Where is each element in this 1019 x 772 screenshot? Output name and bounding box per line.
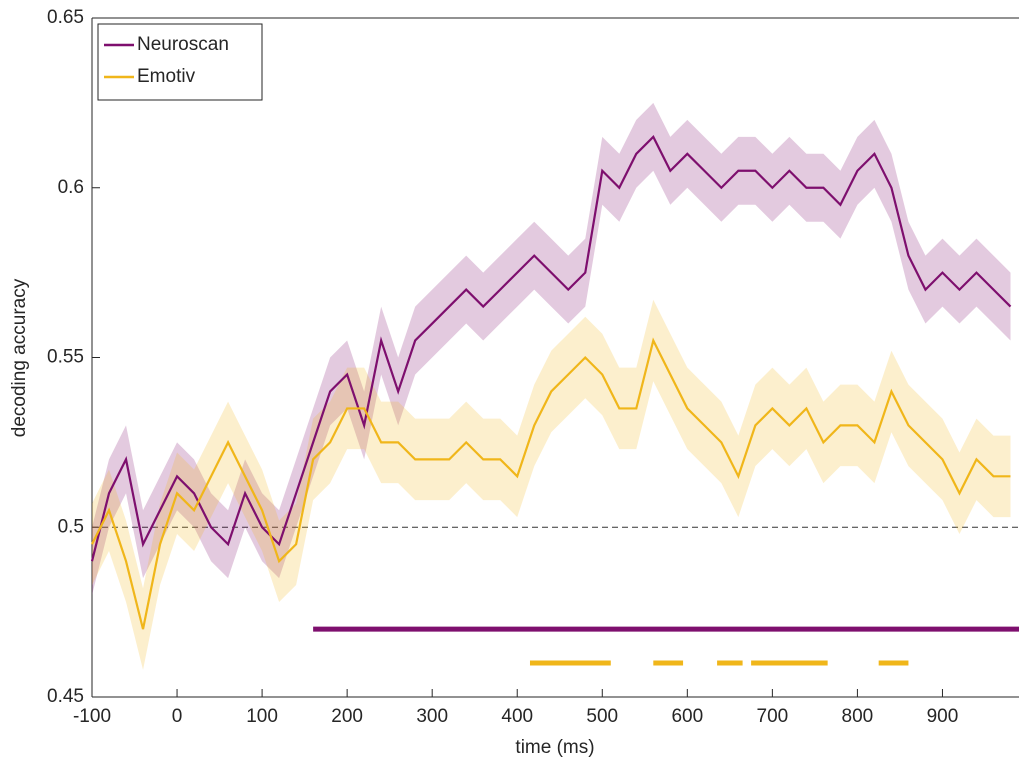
error-band [92,299,1011,670]
legend-label: Emotiv [137,66,196,87]
error-band [92,102,1011,596]
x-tick-label: 100 [246,706,278,727]
series-line [90,134,1012,562]
x-tick-label: 300 [416,706,448,727]
x-tick-label: 200 [331,706,363,727]
x-tick-label: 800 [842,706,874,727]
y-tick-label: 0.45 [47,686,84,707]
legend-label: Neuroscan [137,34,229,55]
x-tick-label: -100 [73,706,111,727]
y-tick-label: 0.5 [58,516,84,537]
x-axis-label: time (ms) [515,737,594,758]
y-tick-label: 0.55 [47,347,84,368]
y-tick-label: 0.65 [47,7,84,28]
series-line [91,337,1011,630]
x-tick-label: 600 [671,706,703,727]
y-axis-label: decoding accuracy [9,278,30,437]
x-tick-label: 0 [172,706,183,727]
legend-box [97,23,263,101]
x-tick-label: 400 [501,706,533,727]
y-tick-label: 0.6 [58,177,84,198]
x-tick-label: 900 [927,706,959,727]
x-tick-label: 700 [757,706,789,727]
x-tick-label: 500 [586,706,618,727]
